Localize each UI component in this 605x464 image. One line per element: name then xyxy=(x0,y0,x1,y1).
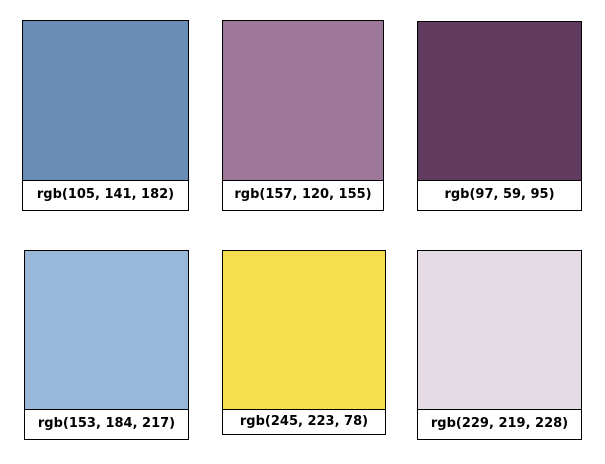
color-swatch-card: rgb(157, 120, 155) xyxy=(222,20,384,211)
color-label: rgb(229, 219, 228) xyxy=(430,416,569,431)
color-swatch xyxy=(418,22,581,181)
color-swatch xyxy=(418,251,581,410)
color-swatch-card: rgb(153, 184, 217) xyxy=(24,250,189,440)
color-swatch xyxy=(223,21,383,181)
color-label: rgb(245, 223, 78) xyxy=(239,414,369,429)
color-label: rgb(97, 59, 95) xyxy=(444,187,555,202)
color-swatch xyxy=(223,251,385,410)
color-swatch-card: rgb(97, 59, 95) xyxy=(417,21,582,211)
color-swatch xyxy=(23,21,188,181)
color-swatch-card: rgb(229, 219, 228) xyxy=(417,250,582,440)
color-label: rgb(157, 120, 155) xyxy=(234,187,372,202)
color-swatch xyxy=(25,251,188,410)
color-label: rgb(105, 141, 182) xyxy=(36,187,175,202)
color-label: rgb(153, 184, 217) xyxy=(37,416,176,431)
color-swatch-card: rgb(105, 141, 182) xyxy=(22,20,189,211)
color-swatch-card: rgb(245, 223, 78) xyxy=(222,250,386,435)
